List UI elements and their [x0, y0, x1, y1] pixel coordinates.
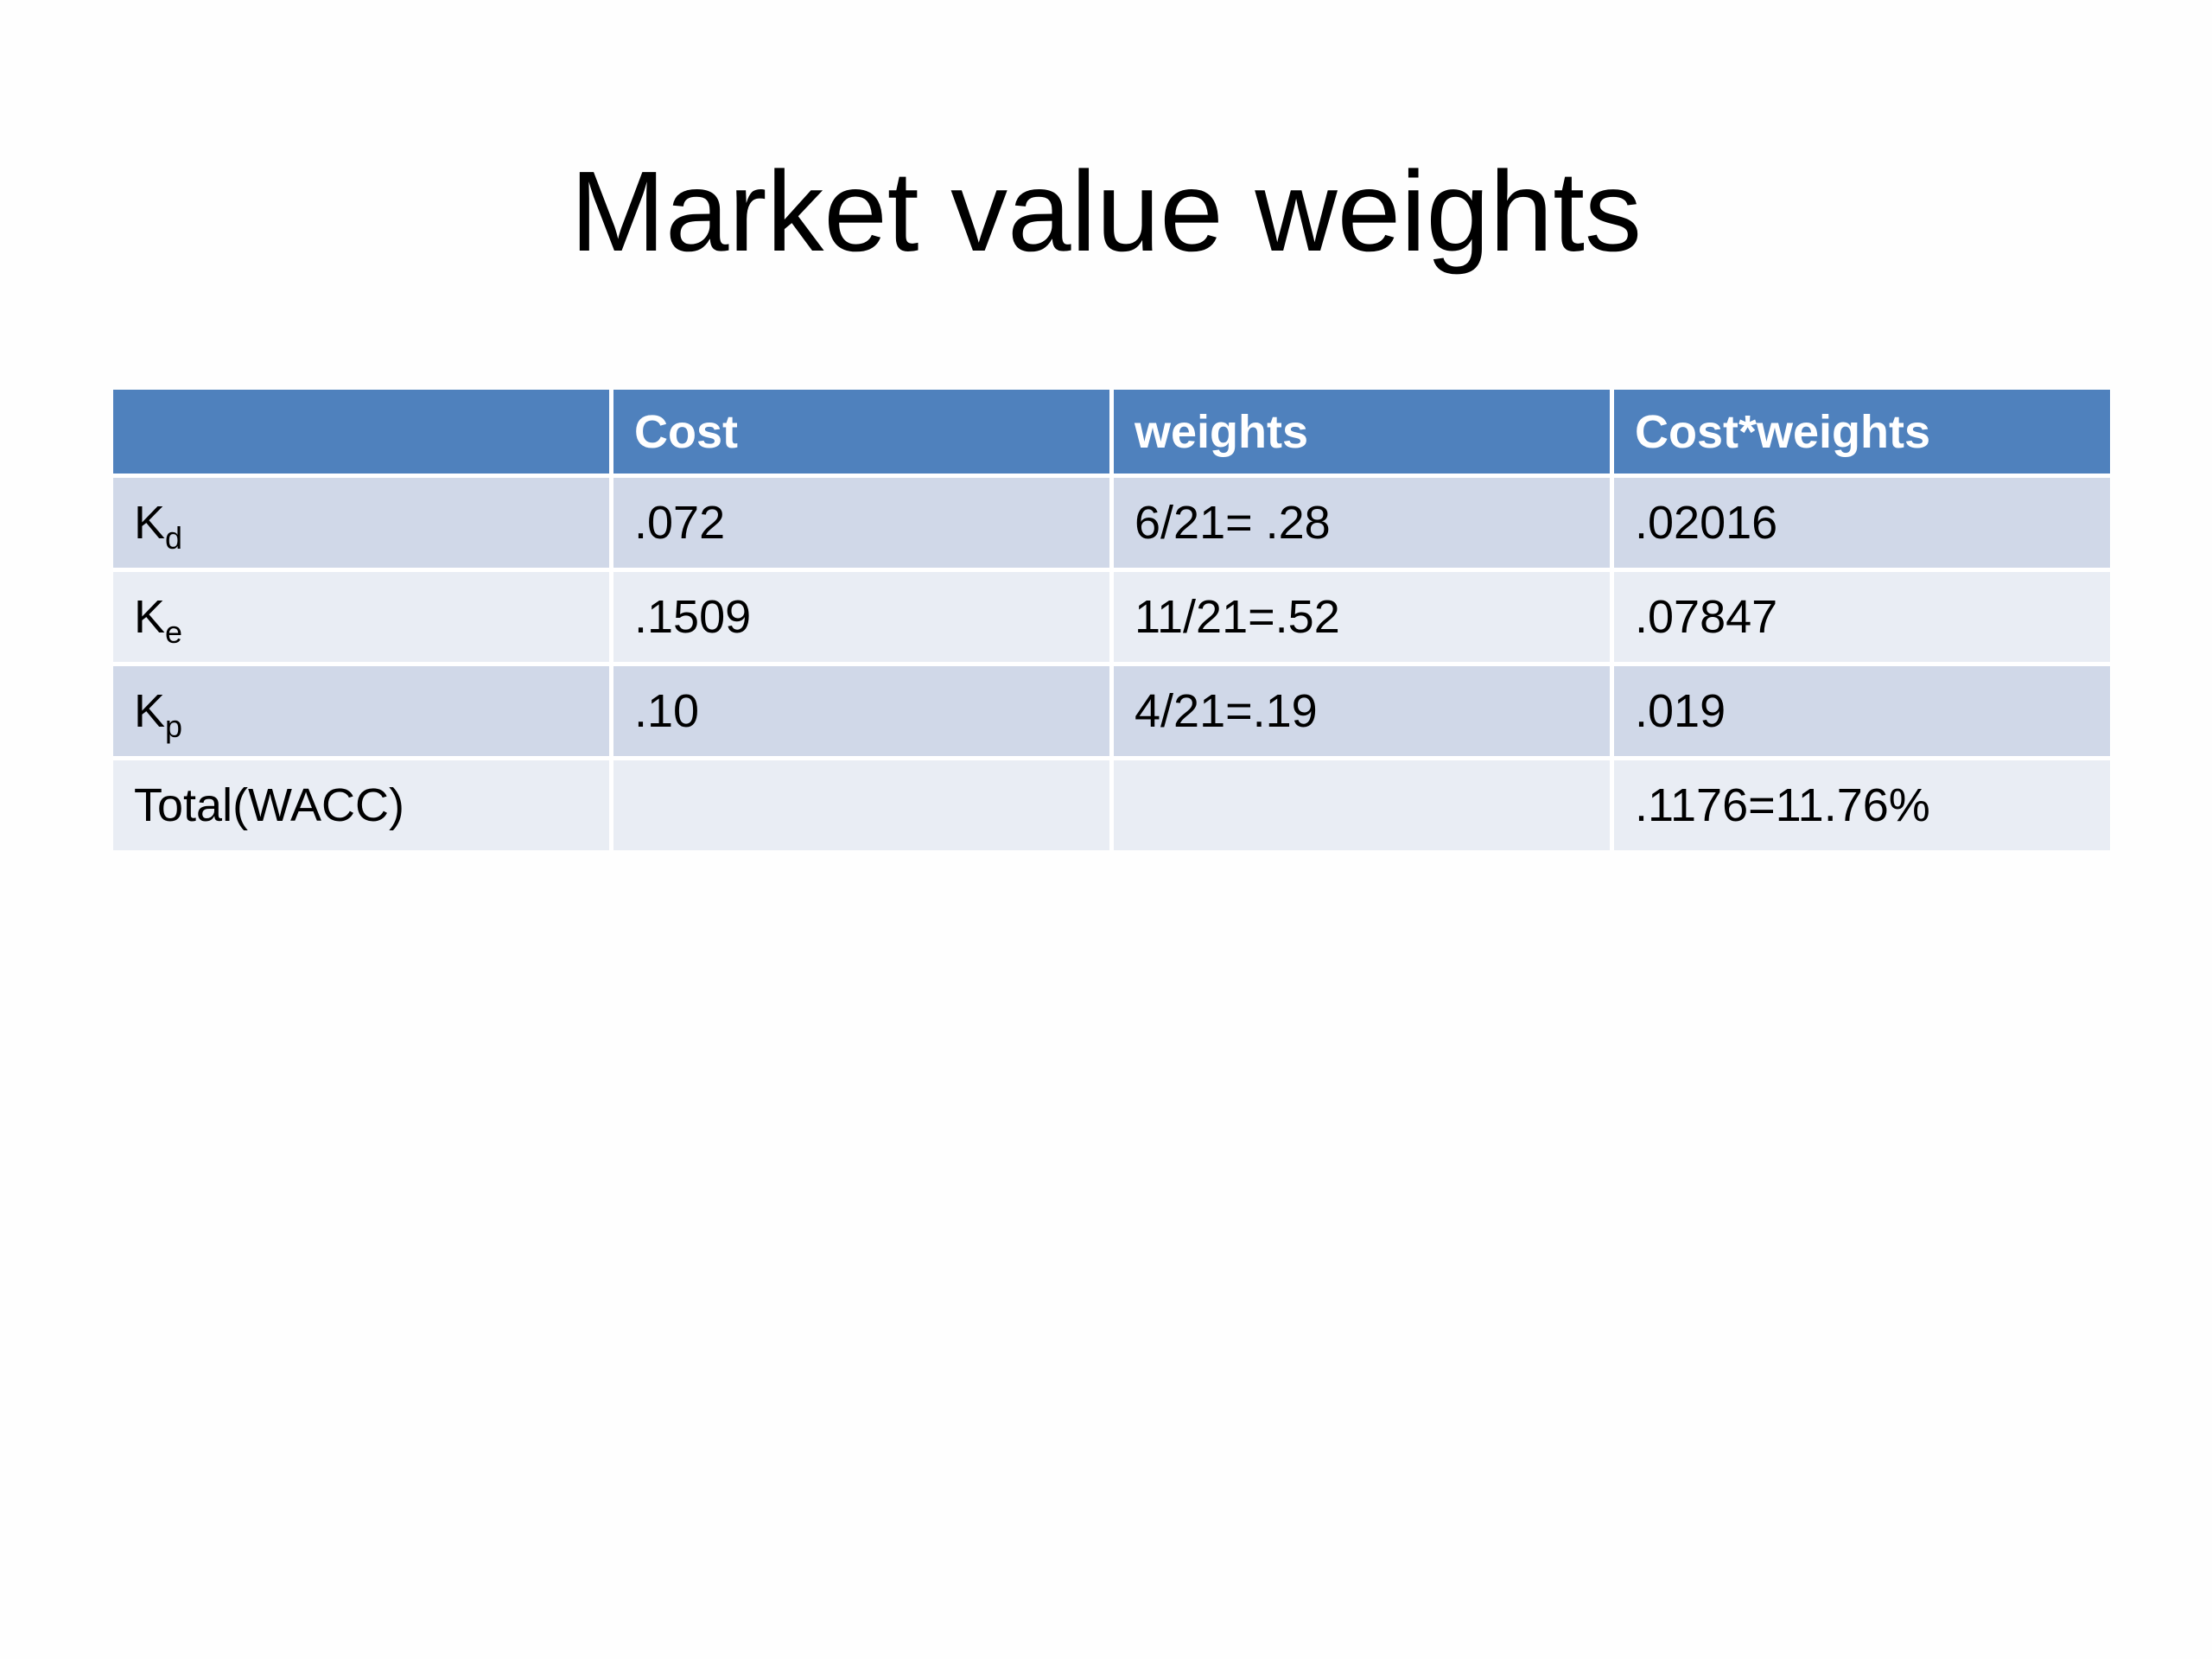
empty-cell: [1114, 760, 1610, 850]
empty-cell: [613, 760, 1109, 850]
header-cell: Cost*weights: [1614, 390, 2110, 474]
subscript: d: [165, 520, 183, 556]
cost-cell: .10: [613, 666, 1109, 756]
weight-cell: 6/21= .28: [1114, 478, 1610, 568]
product-cell: .1176=11.76%: [1614, 760, 2110, 850]
subscript: p: [165, 709, 183, 744]
product-cell: .02016: [1614, 478, 2110, 568]
symbol: K: [134, 685, 166, 737]
symbol: K: [134, 497, 166, 549]
header-cell: Cost: [613, 390, 1109, 474]
weight-cell: 11/21=.52: [1114, 572, 1610, 662]
subscript: e: [165, 614, 183, 650]
slide-title: Market value weights: [570, 148, 1642, 275]
product-cell: .07847: [1614, 572, 2110, 662]
header-cell: weights: [1114, 390, 1610, 474]
cost-cell: .072: [613, 478, 1109, 568]
cost-cell: .1509: [613, 572, 1109, 662]
row-label: Total(WACC): [113, 760, 609, 850]
header-cell: [113, 390, 609, 474]
symbol: K: [134, 591, 166, 643]
product-cell: .019: [1614, 666, 2110, 756]
weight-cell: 4/21=.19: [1114, 666, 1610, 756]
